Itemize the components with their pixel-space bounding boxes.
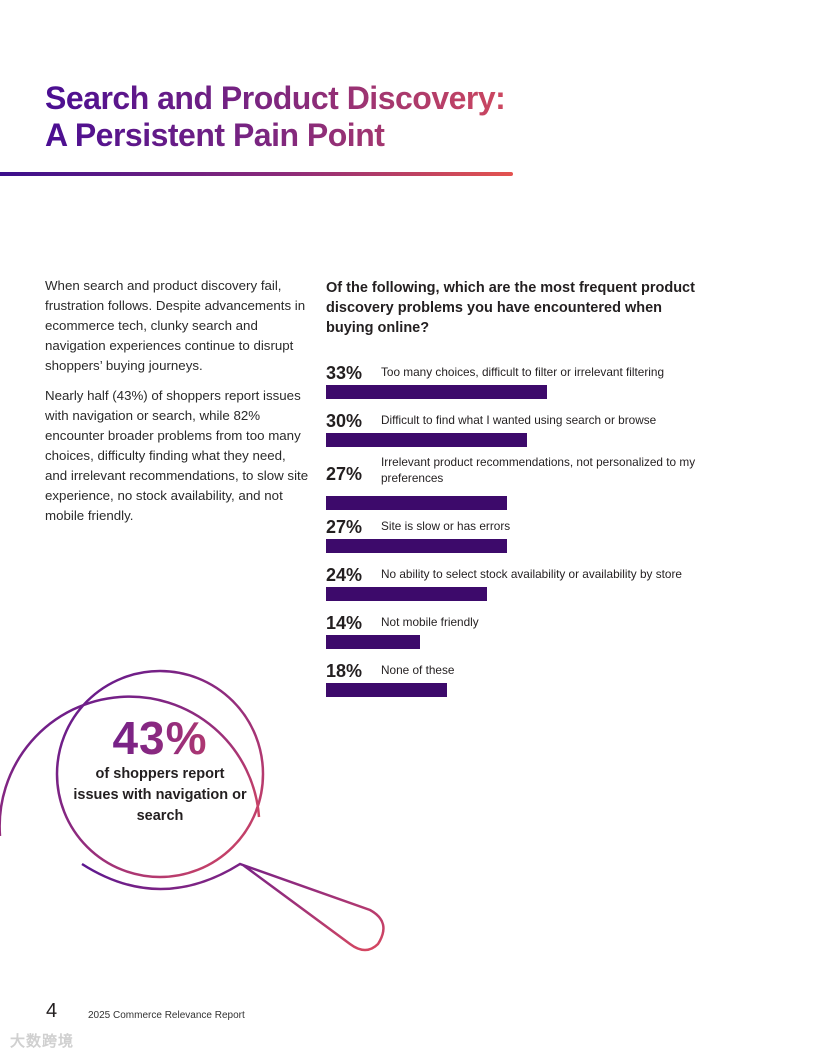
bar-row: 24% No ability to select stock availabili…	[326, 562, 746, 610]
bar-category-label: None of these	[381, 663, 455, 677]
bar-value-label: 30%	[326, 411, 363, 431]
bar-row: 14% Not mobile friendly	[326, 610, 746, 658]
title-underline	[0, 172, 513, 176]
callout-stat: 43%	[60, 712, 260, 764]
intro-text: When search and product discovery fail, …	[45, 276, 310, 536]
callout-text: of shoppers report issues with navigatio…	[73, 766, 247, 824]
bar	[326, 635, 420, 649]
page-title-line-2: A Persistent Pain Point	[45, 117, 385, 153]
bar-chart: 33% Too many choices, difficult to filter…	[326, 360, 746, 706]
bar	[326, 539, 507, 553]
bar-row: 18% None of these	[326, 658, 746, 706]
bar-row: 27% Irrelevant product recommendations, n…	[326, 455, 746, 514]
bar-value-label: 27%	[326, 517, 363, 537]
page-number: 4	[46, 1000, 58, 1022]
stat-callout: 43% of shoppers report issues with navig…	[60, 712, 260, 827]
bar	[326, 433, 527, 447]
page-title-line-1: Search and Product Discovery:	[45, 80, 506, 116]
bar-row: 30% Difficult to find what I wanted using…	[326, 408, 746, 456]
bar	[326, 587, 487, 601]
footer-report-title: 2025 Commerce Relevance Report	[88, 1010, 245, 1021]
bar-category-label: Not mobile friendly	[381, 615, 479, 629]
intro-paragraph-2: Nearly half (43%) of shoppers report iss…	[45, 388, 309, 523]
bar	[326, 385, 547, 399]
bar-category-label: Difficult to find what I wanted using se…	[381, 413, 657, 427]
bar-value-label: 18%	[326, 661, 363, 681]
bar-value-label: 14%	[326, 613, 363, 633]
magnifier-icon	[0, 669, 385, 952]
bar	[326, 496, 507, 510]
bar	[326, 683, 447, 697]
survey-question: Of the following, which are the most fre…	[326, 280, 695, 336]
bar-category-label: Too many choices, difficult to filter or…	[381, 365, 665, 379]
watermark: 大数跨境	[10, 1033, 75, 1050]
bar-value-label: 27%	[326, 464, 363, 484]
bar-category-label: No ability to select stock availability …	[381, 567, 682, 581]
page-title: Search and Product Discovery: A Persiste…	[45, 80, 525, 154]
bar-category-label: Irrelevant product recommendations, not …	[381, 455, 696, 485]
bar-value-label: 24%	[326, 565, 363, 585]
bar-row: 33% Too many choices, difficult to filter…	[326, 360, 746, 408]
bar-category-label: Site is slow or has errors	[381, 519, 511, 533]
intro-paragraph-1: When search and product discovery fail, …	[45, 278, 306, 373]
bar-value-label: 33%	[326, 363, 363, 383]
bar-row: 27% Site is slow or has errors	[326, 514, 746, 562]
